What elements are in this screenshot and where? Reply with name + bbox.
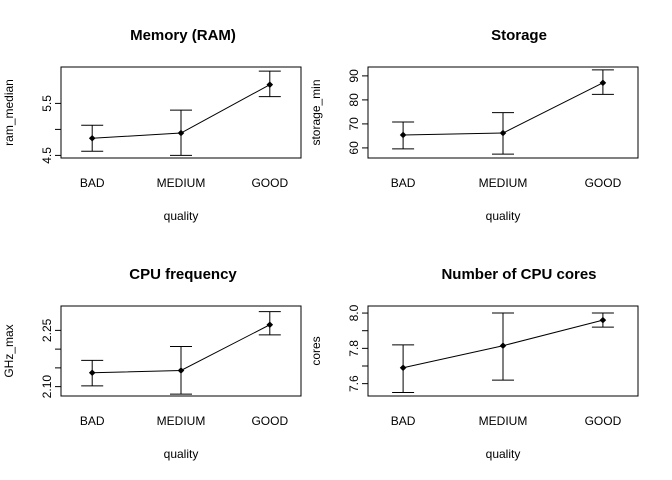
y-tick-label: 90 <box>347 69 361 83</box>
x-tick-label: BAD <box>80 176 105 190</box>
plot-frame <box>367 305 639 397</box>
x-tick-label: BAD <box>391 414 416 428</box>
y-axis-label: ram_median <box>2 79 16 146</box>
x-axis-label: quality <box>486 447 521 461</box>
y-tick-label: 70 <box>347 117 361 131</box>
y-tick-label: 5.5 <box>40 95 54 112</box>
mean-point <box>499 129 507 137</box>
y-axis-label: storage_min <box>309 79 323 145</box>
mean-point <box>88 369 96 377</box>
y-tick-label: 7.6 <box>347 375 361 392</box>
y-tick-label: 60 <box>347 141 361 155</box>
x-tick-label: MEDIUM <box>479 414 528 428</box>
x-tick-label: GOOD <box>585 414 622 428</box>
x-axis-label: quality <box>164 447 199 461</box>
mean-point <box>499 342 507 350</box>
x-tick-label: MEDIUM <box>157 176 206 190</box>
x-tick-label: GOOD <box>585 176 622 190</box>
chart-title: Memory (RAM) <box>130 27 236 44</box>
y-tick-label: 4.5 <box>40 147 54 164</box>
mean-point <box>399 131 407 139</box>
y-tick-label: 7.8 <box>347 340 361 357</box>
x-tick-label: GOOD <box>251 414 288 428</box>
mean-point <box>88 134 96 142</box>
x-tick-label: BAD <box>80 414 105 428</box>
y-tick-label: 2.25 <box>40 318 54 342</box>
y-tick-label: 2.10 <box>40 375 54 399</box>
mean-point <box>266 321 274 329</box>
mean-point <box>399 364 407 372</box>
x-axis-label: quality <box>164 209 199 223</box>
chart-title: CPU frequency <box>129 266 237 283</box>
mean-point <box>599 79 607 87</box>
mean-point <box>266 81 274 88</box>
plot-frame <box>60 66 302 159</box>
mean-point <box>177 129 185 137</box>
chart-title: Number of CPU cores <box>441 266 596 283</box>
y-tick-label: 80 <box>347 93 361 107</box>
y-axis-label: cores <box>309 336 323 365</box>
mean-point <box>599 316 607 324</box>
x-tick-label: MEDIUM <box>157 414 206 428</box>
x-tick-label: MEDIUM <box>479 176 528 190</box>
x-axis-label: quality <box>486 209 521 223</box>
y-axis-label: GHz_max <box>2 324 16 377</box>
x-tick-label: BAD <box>391 176 416 190</box>
mean-point <box>177 367 185 374</box>
y-tick-label: 8.0 <box>347 304 361 321</box>
plot-frame <box>60 305 302 397</box>
plot-frame <box>367 66 639 159</box>
chart-title: Storage <box>491 27 547 44</box>
x-tick-label: GOOD <box>251 176 288 190</box>
